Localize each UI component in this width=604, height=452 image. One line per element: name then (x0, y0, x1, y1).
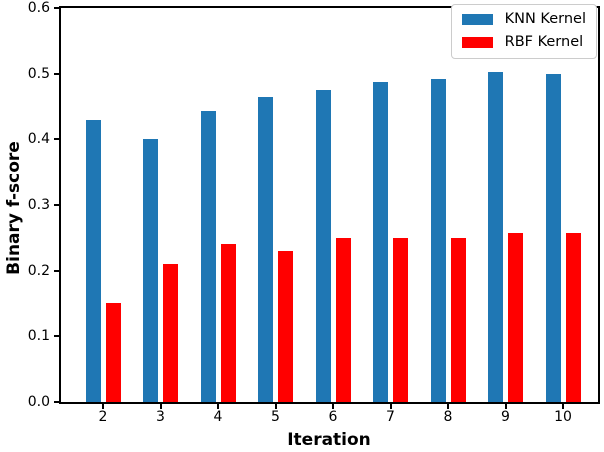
x-axis-label: Iteration (287, 430, 371, 450)
legend: KNN Kernel RBF Kernel (450, 4, 597, 59)
legend-label: KNN Kernel (504, 11, 586, 27)
x-tick-label: 10 (554, 409, 572, 425)
y-tick-label: 0.1 (27, 328, 50, 345)
x-tick (447, 404, 449, 409)
y-tick (54, 204, 59, 206)
y-tick (54, 335, 59, 338)
y-tick (54, 401, 59, 403)
x-tick-label: 3 (156, 409, 165, 425)
bar-knn-kernel-4 (200, 111, 216, 402)
x-tick-label: 2 (98, 409, 108, 425)
bar-knn-kernel-7 (373, 82, 388, 402)
bar-rbf-kernel-7 (393, 238, 408, 402)
y-tick-label: 0.6 (27, 0, 50, 16)
plot-area: 0.0 0.1 0.2 0.3 0.4 0.5 0.6 2 3 4 5 6 7 8 9 10 (28, 1, 600, 424)
x-tick-label: 6 (328, 409, 338, 425)
bar-knn-kernel-2 (85, 120, 101, 402)
bar-rbf-kernel-10 (565, 233, 581, 402)
y-tick (54, 7, 59, 9)
y-tick-label: 0.4 (27, 131, 50, 148)
legend-label: RBF Kernel (504, 33, 584, 50)
x-tick (504, 404, 507, 409)
y-tick-label: 0.3 (27, 197, 50, 213)
bar-rbf-kernel-8 (450, 238, 466, 402)
bar-rbf-kernel-2 (105, 303, 121, 402)
bar-rbf-kernel-5 (278, 251, 293, 402)
x-tick (274, 404, 277, 409)
bar-rbf-kernel-9 (508, 233, 523, 402)
bar-knn-kernel-6 (315, 90, 331, 402)
y-axis-label: Binary f-score (4, 141, 24, 275)
legend-item-knn-kernel: KNN Kernel (461, 11, 586, 28)
x-tick-label: 7 (386, 409, 395, 425)
y-tick (54, 72, 59, 75)
y-tick-label: 0.2 (27, 262, 50, 279)
x-tick-label: 8 (443, 409, 453, 425)
y-tick-label: 0.5 (27, 65, 50, 82)
x-tick (332, 404, 334, 409)
x-tick-label: 9 (501, 409, 510, 425)
x-tick-label: 4 (213, 409, 223, 425)
bar-rbf-kernel-6 (335, 238, 351, 402)
legend-swatch-knn-kernel (461, 14, 493, 26)
bar-rbf-kernel-3 (163, 264, 178, 402)
x-tick (159, 404, 162, 409)
x-tick (562, 404, 564, 409)
bar-knn-kernel-8 (430, 79, 446, 402)
bar-knn-kernel-5 (258, 97, 273, 402)
legend-swatch-rbf-kernel (461, 37, 493, 49)
x-tick (102, 404, 104, 409)
bar-knn-kernel-10 (545, 74, 561, 402)
bar-knn-kernel-9 (488, 72, 503, 402)
y-tick (54, 269, 59, 272)
bar-rbf-kernel-4 (220, 244, 236, 402)
x-tick (217, 404, 219, 409)
y-tick-label: 0.0 (27, 394, 50, 410)
y-tick (54, 138, 59, 141)
legend-item-rbf-kernel: RBF Kernel (461, 33, 586, 51)
x-tick (389, 404, 392, 409)
bar-knn-kernel-3 (143, 139, 158, 402)
x-tick-label: 5 (271, 409, 280, 425)
